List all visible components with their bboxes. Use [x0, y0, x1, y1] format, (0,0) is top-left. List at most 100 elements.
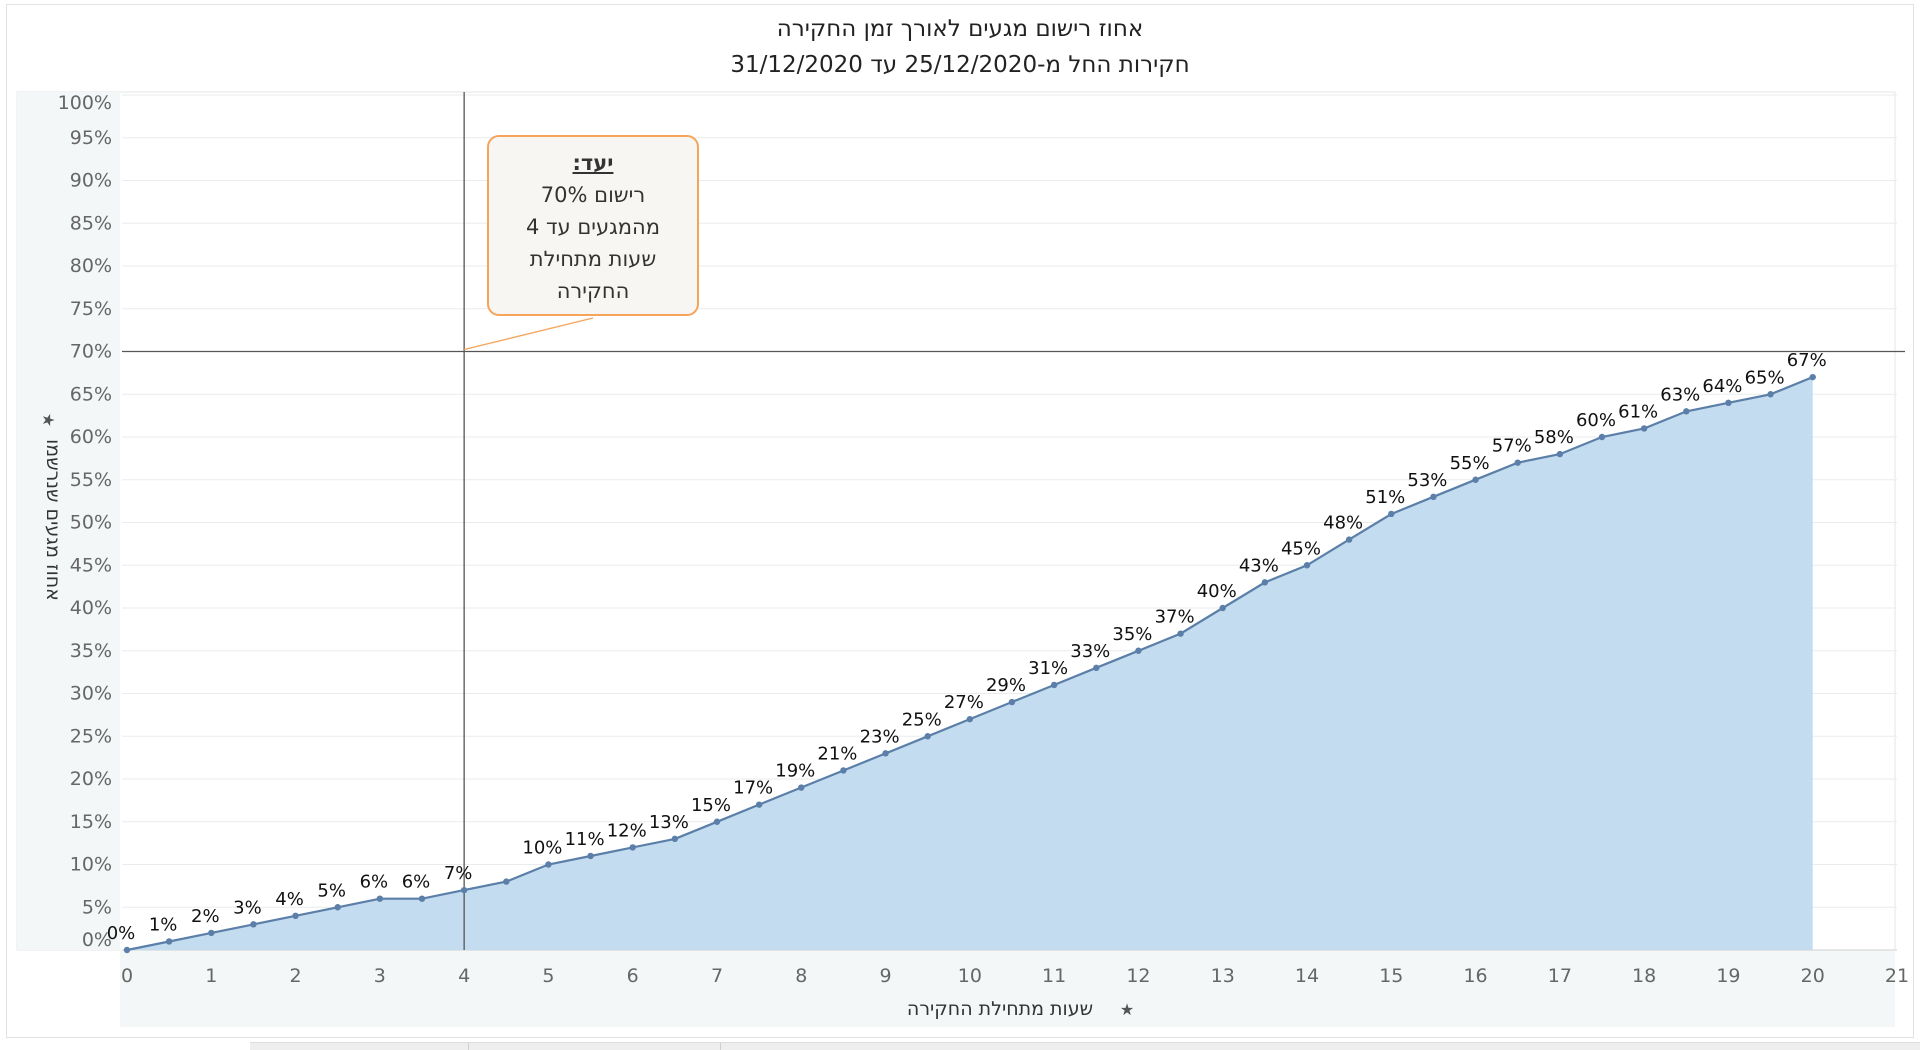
x-tick-label: 5 — [542, 965, 554, 987]
data-point[interactable] — [629, 844, 636, 851]
data-label: 17% — [733, 778, 773, 799]
data-label: 64% — [1702, 376, 1742, 397]
x-tick-label: 13 — [1211, 965, 1235, 987]
data-point[interactable] — [1135, 647, 1142, 654]
data-label: 58% — [1534, 427, 1574, 448]
data-point[interactable] — [1767, 391, 1774, 398]
y-tick-label: 50% — [70, 512, 112, 534]
bottom-scrollbar[interactable] — [250, 1042, 1920, 1050]
annotation-line: רישום 70% — [540, 183, 646, 207]
data-point[interactable] — [1388, 510, 1395, 518]
pin-icon[interactable]: ★ — [39, 413, 58, 427]
data-label: 33% — [1070, 641, 1110, 662]
data-point[interactable] — [1472, 476, 1479, 483]
data-label: 11% — [565, 829, 605, 850]
data-point[interactable] — [882, 750, 889, 757]
data-point[interactable] — [587, 852, 594, 860]
y-tick-label: 0% — [82, 929, 112, 951]
data-label: 15% — [691, 795, 731, 816]
data-point[interactable] — [376, 895, 384, 902]
data-label: 0% — [107, 923, 136, 944]
data-point[interactable] — [503, 878, 510, 885]
x-tick-label: 17 — [1548, 965, 1572, 987]
data-point[interactable] — [334, 904, 341, 911]
data-label: 25% — [902, 709, 942, 730]
x-tick-label: 10 — [958, 965, 982, 987]
data-label: 37% — [1155, 607, 1195, 628]
y-tick-label: 20% — [70, 768, 112, 790]
y-axis-panel — [17, 92, 120, 950]
y-tick-label: 70% — [70, 341, 112, 363]
strip-divider — [468, 1043, 469, 1050]
data-label: 40% — [1197, 581, 1237, 602]
data-point[interactable] — [1050, 681, 1058, 689]
x-tick-label: 2 — [290, 965, 302, 987]
data-point[interactable] — [1303, 562, 1311, 569]
y-tick-label: 55% — [70, 469, 112, 491]
x-tick-label: 0 — [121, 965, 133, 987]
data-label: 45% — [1281, 538, 1321, 559]
data-label: 19% — [775, 761, 815, 782]
y-tick-label: 65% — [70, 383, 112, 405]
data-label: 1% — [149, 914, 178, 935]
data-label: 55% — [1450, 453, 1490, 474]
y-tick-label: 90% — [70, 170, 112, 192]
data-point[interactable] — [1809, 373, 1816, 381]
y-tick-label: 75% — [70, 298, 112, 320]
data-point[interactable] — [924, 733, 931, 740]
y-tick-label: 80% — [70, 255, 112, 277]
data-label: 12% — [607, 820, 647, 841]
data-point[interactable] — [418, 895, 426, 902]
data-point[interactable] — [798, 784, 805, 791]
data-point[interactable] — [545, 861, 552, 868]
x-axis-title: שעות מתחילת החקירה — [907, 998, 1093, 1020]
y-tick-label: 25% — [70, 725, 112, 747]
data-label: 63% — [1660, 384, 1700, 405]
data-point[interactable] — [1430, 493, 1437, 501]
pin-icon[interactable]: ★ — [1120, 1000, 1134, 1019]
x-tick-label: 19 — [1716, 965, 1740, 987]
data-point[interactable] — [1345, 536, 1353, 543]
data-point[interactable] — [1093, 664, 1100, 672]
data-point[interactable] — [966, 715, 974, 723]
chart-title: אחוז רישום מגעים לאורך זמן החקירה — [777, 16, 1143, 42]
area-fill — [127, 377, 1813, 951]
annotation-line: שעות מתחילת — [529, 247, 657, 271]
data-point[interactable] — [123, 946, 131, 954]
data-point[interactable] — [1219, 604, 1226, 612]
data-label: 6% — [360, 872, 389, 893]
data-point[interactable] — [840, 767, 847, 774]
x-tick-label: 3 — [374, 965, 386, 987]
x-tick-label: 6 — [627, 965, 639, 987]
data-label: 57% — [1492, 436, 1532, 457]
data-point[interactable] — [1261, 579, 1269, 586]
x-tick-label: 8 — [795, 965, 807, 987]
data-label: 10% — [522, 838, 562, 859]
data-point[interactable] — [250, 921, 257, 928]
data-point[interactable] — [1725, 399, 1732, 406]
data-point[interactable] — [208, 929, 215, 937]
data-point[interactable] — [1640, 425, 1648, 432]
data-point[interactable] — [713, 818, 721, 825]
x-tick-label: 20 — [1801, 965, 1825, 987]
data-label: 48% — [1323, 513, 1363, 534]
data-label: 53% — [1407, 470, 1447, 491]
data-point[interactable] — [292, 912, 299, 919]
goal-annotation: יעד: רישום 70% מהמגעים עד 4 שעות מתחילת … — [487, 135, 699, 316]
data-point[interactable] — [1556, 450, 1564, 458]
data-label: 23% — [860, 726, 900, 747]
data-point[interactable] — [671, 835, 679, 843]
y-tick-label: 15% — [70, 811, 112, 833]
annotation-line: החקירה — [556, 279, 630, 303]
data-point[interactable] — [165, 938, 173, 945]
x-tick-label: 14 — [1295, 965, 1319, 987]
chart-subtitle: חקירות החל מ-25/12/2020 עד 31/12/2020 — [730, 52, 1189, 78]
data-point[interactable] — [1598, 433, 1606, 441]
data-point[interactable] — [1177, 630, 1184, 637]
data-point[interactable] — [1008, 698, 1016, 706]
data-point[interactable] — [460, 886, 468, 894]
data-label: 29% — [986, 675, 1026, 696]
data-point[interactable] — [1514, 459, 1521, 466]
data-point[interactable] — [755, 801, 763, 808]
data-point[interactable] — [1683, 408, 1690, 415]
